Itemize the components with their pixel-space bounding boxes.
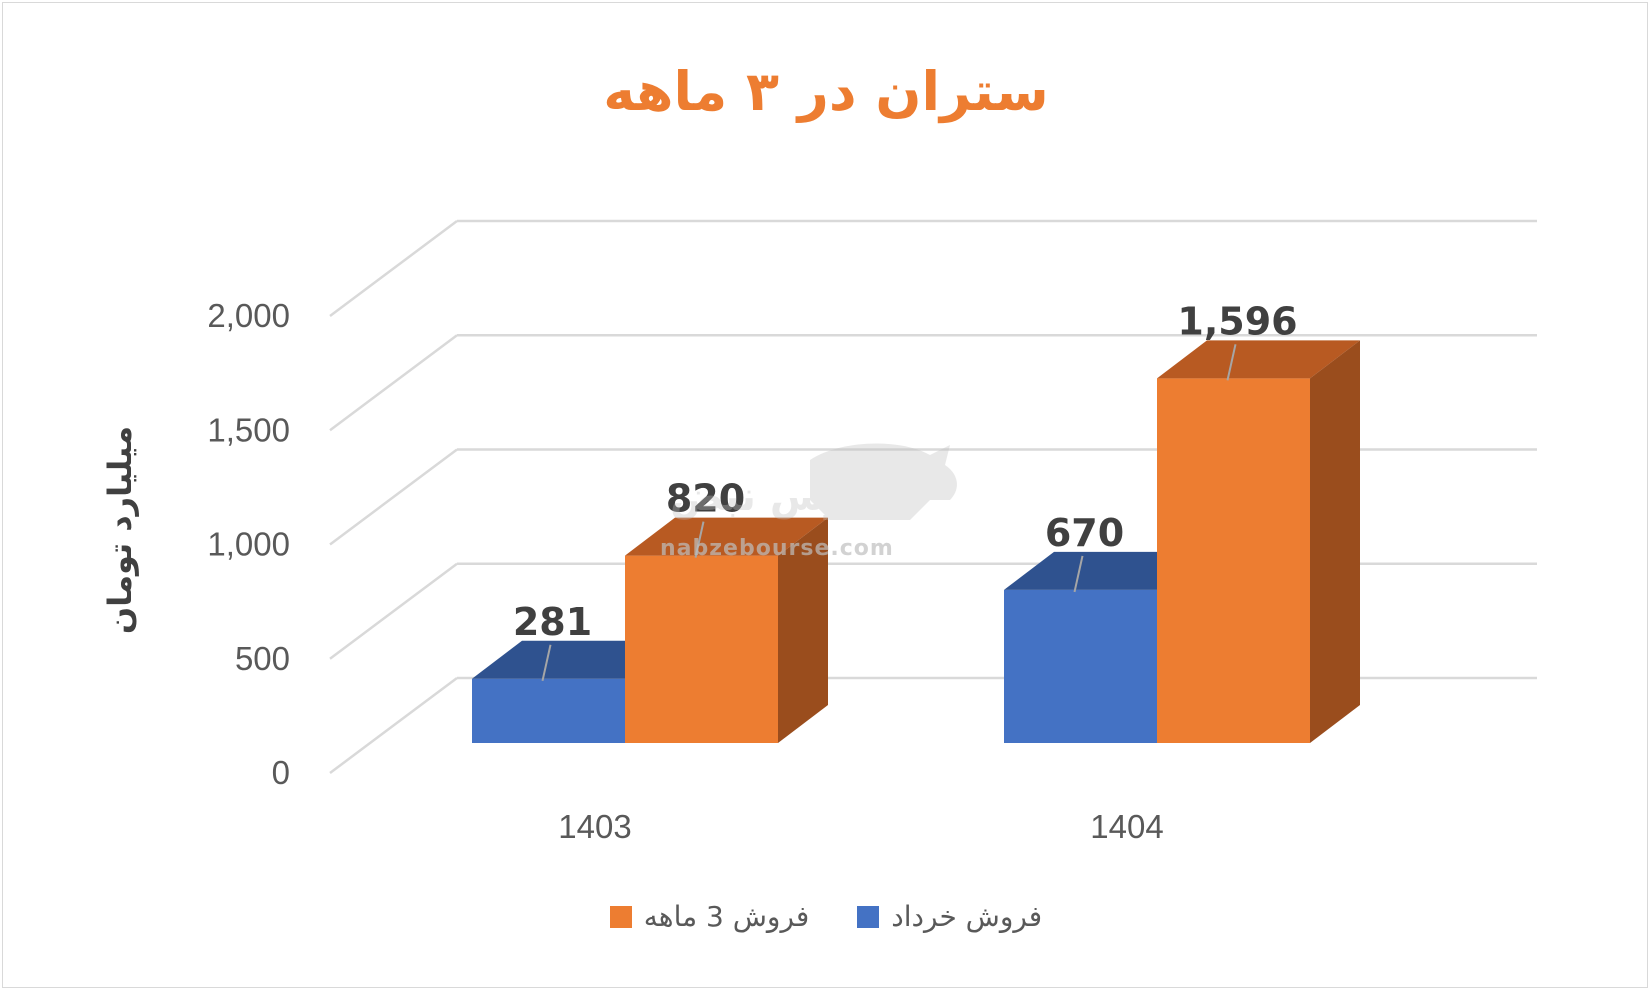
legend-label: فروش خرداد	[891, 900, 1043, 933]
y-tick-label: 1,500	[207, 411, 290, 448]
bar-top	[1004, 551, 1207, 590]
watermark-text: nabzebourse.com	[660, 536, 894, 561]
legend-label: فروش 3 ماهه	[643, 900, 810, 933]
data-label-leader	[1073, 555, 1084, 593]
bar	[625, 555, 778, 743]
legend-swatch	[857, 905, 880, 928]
gridline-diagonal	[329, 448, 458, 546]
bar-top	[1157, 340, 1360, 379]
legend-item: فروش 3 ماهه	[609, 900, 810, 933]
y-tick-label: 2,000	[207, 297, 290, 334]
data-label: 1,596	[1177, 299, 1297, 343]
chart-title: ستران در ۳ ماهه	[603, 60, 1049, 123]
bar	[472, 678, 625, 743]
gridline-diagonal	[329, 562, 458, 660]
y-tick-label: 0	[272, 754, 290, 791]
bar-top	[625, 517, 828, 556]
bar-side	[778, 517, 828, 743]
bar-side	[1310, 340, 1360, 743]
bull-icon	[810, 443, 957, 520]
x-tick-label: 1403	[558, 808, 631, 845]
bar-top	[472, 640, 675, 679]
legend: فروش 3 ماهه فروش خرداد	[0, 900, 1652, 933]
legend-item: فروش خرداد	[857, 900, 1042, 933]
data-label: 281	[513, 600, 592, 644]
x-tick-label: 1404	[1090, 808, 1163, 845]
data-label-leader	[541, 644, 552, 682]
bar	[1157, 378, 1310, 743]
gridline-diagonal	[329, 334, 458, 432]
data-label-leader	[694, 521, 705, 558]
gridline-diagonal	[329, 676, 458, 775]
data-label: 820	[666, 477, 745, 521]
y-tick-label: 1,000	[207, 526, 290, 563]
watermark-logo-text: بورس نبض	[670, 474, 888, 520]
data-label: 670	[1045, 511, 1124, 555]
bar	[1004, 589, 1157, 743]
legend-swatch	[609, 905, 632, 928]
gridline-diagonal	[329, 219, 458, 318]
data-label-leader	[1226, 344, 1237, 381]
watermark-logo: بورس نبض	[670, 443, 957, 520]
y-tick-label: 500	[235, 640, 290, 677]
